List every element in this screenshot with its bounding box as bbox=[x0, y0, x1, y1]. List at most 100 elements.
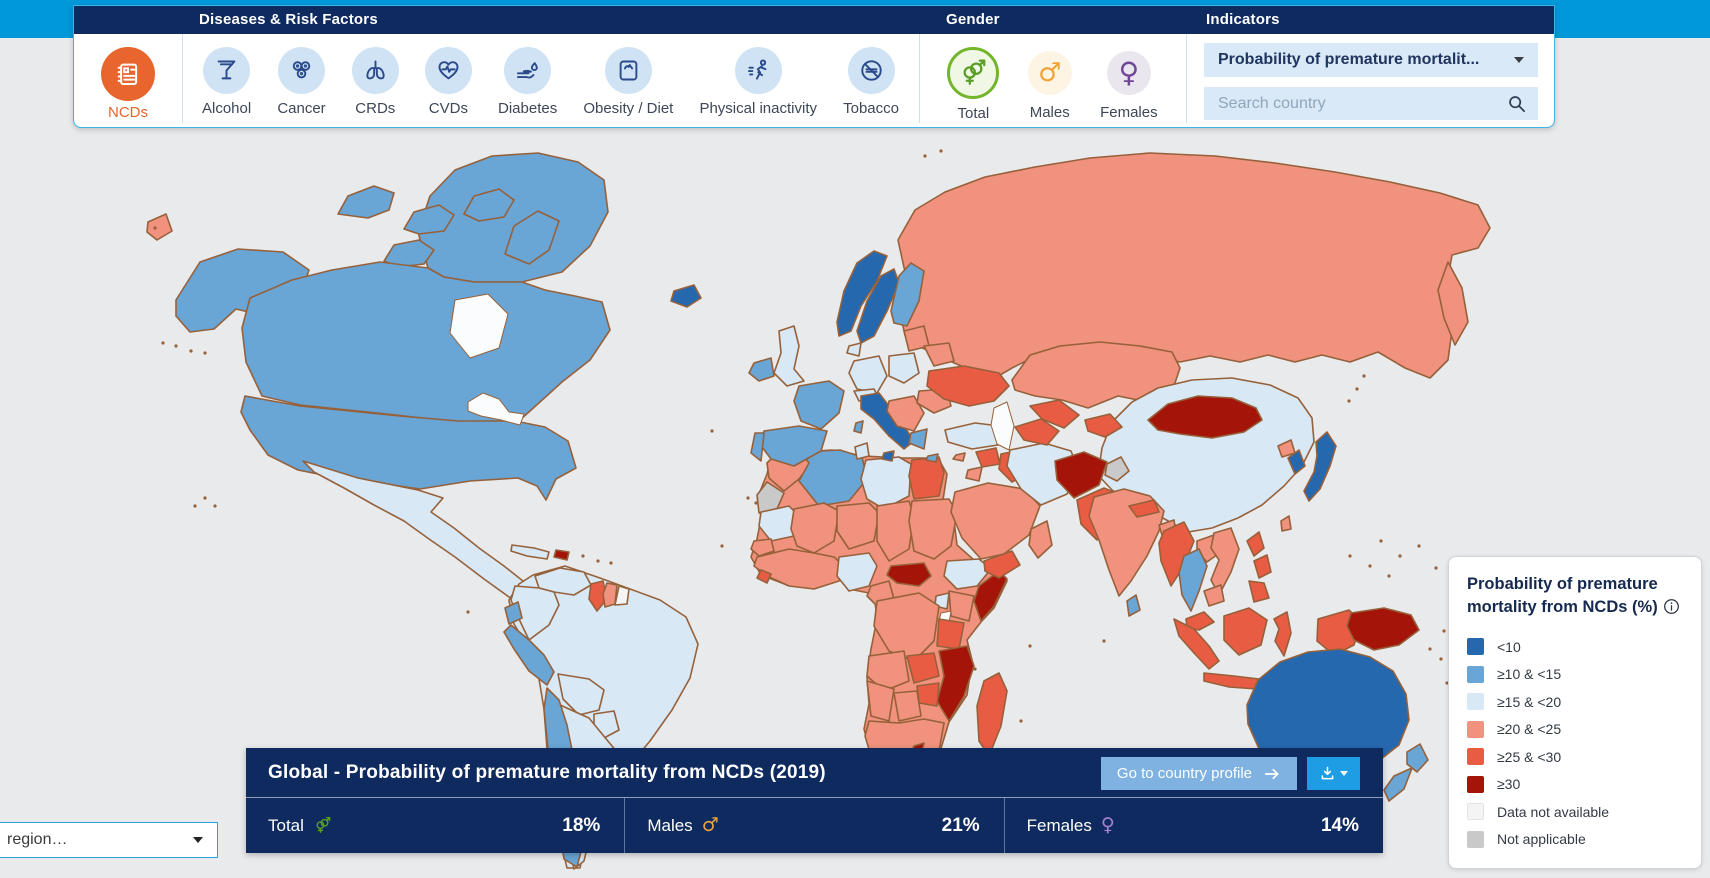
go-to-country-profile-button[interactable]: Go to country profile bbox=[1100, 757, 1297, 790]
country-mozambique[interactable] bbox=[936, 645, 975, 722]
country-niger[interactable] bbox=[836, 502, 880, 550]
country-philippines-3[interactable] bbox=[1248, 580, 1270, 603]
country-thailand[interactable] bbox=[1178, 548, 1208, 612]
country-philippines-2[interactable] bbox=[1253, 554, 1272, 579]
country-sicily[interactable] bbox=[881, 450, 895, 462]
country-denmark[interactable] bbox=[846, 342, 862, 357]
country-oman[interactable] bbox=[1028, 520, 1053, 559]
country-egypt[interactable] bbox=[908, 456, 945, 500]
country-italy[interactable] bbox=[860, 392, 915, 450]
country-namibia[interactable] bbox=[866, 680, 895, 722]
disease-item-physical-inactivity[interactable]: Physical inactivity bbox=[699, 34, 817, 117]
country-suriname[interactable] bbox=[602, 582, 618, 608]
country-canada[interactable] bbox=[241, 261, 611, 427]
disease-item-cvds[interactable]: CVDs bbox=[424, 34, 472, 117]
country-botswana[interactable] bbox=[893, 690, 922, 722]
gender-item-total[interactable]: Total bbox=[947, 34, 1000, 122]
country-papua-new-guinea[interactable] bbox=[1346, 607, 1420, 651]
country-mongolia[interactable] bbox=[1147, 395, 1263, 439]
country-peru[interactable] bbox=[503, 624, 555, 686]
country-arctic3[interactable] bbox=[463, 188, 515, 222]
indicator-dropdown[interactable]: Probability of premature mortalit... bbox=[1204, 43, 1538, 77]
country-chad[interactable] bbox=[876, 500, 915, 562]
country-kyrgyzstan[interactable] bbox=[1084, 413, 1123, 438]
country-haiti[interactable] bbox=[553, 549, 570, 561]
country-algeria[interactable] bbox=[798, 449, 868, 507]
country-norway[interactable] bbox=[836, 250, 888, 337]
country-kenya[interactable] bbox=[948, 590, 975, 622]
disease-item-crds[interactable]: CRDs bbox=[351, 34, 399, 117]
country-finland[interactable] bbox=[890, 262, 925, 327]
country-south-korea[interactable] bbox=[1287, 449, 1306, 475]
disease-item-obesity-diet[interactable]: Obesity / Diet bbox=[583, 34, 673, 117]
country-cyprus[interactable] bbox=[952, 452, 966, 462]
country-cuba[interactable] bbox=[510, 544, 550, 560]
country-japan[interactable] bbox=[1303, 431, 1337, 502]
country-sumatra[interactable] bbox=[1173, 618, 1220, 670]
download-button[interactable] bbox=[1307, 757, 1360, 790]
country-drc[interactable] bbox=[873, 592, 940, 662]
country-uk[interactable] bbox=[773, 325, 805, 387]
country-borneo[interactable] bbox=[1223, 607, 1268, 656]
country-sudan[interactable] bbox=[908, 498, 958, 560]
country-baffin[interactable] bbox=[504, 210, 560, 265]
country-jordan[interactable] bbox=[965, 466, 983, 482]
country-bolivia[interactable] bbox=[557, 673, 605, 716]
country-kashmir[interactable] bbox=[1104, 456, 1130, 482]
country-nepal[interactable] bbox=[1128, 499, 1160, 518]
country-central-african-rep[interactable] bbox=[886, 562, 932, 587]
country-belarus[interactable] bbox=[923, 342, 955, 367]
country-saudi-arabia[interactable] bbox=[950, 482, 1041, 560]
country-french-guiana[interactable] bbox=[614, 585, 630, 606]
country-arctic2[interactable] bbox=[403, 204, 455, 235]
country-yemen[interactable] bbox=[983, 550, 1021, 579]
country-ecuador[interactable] bbox=[504, 601, 523, 625]
country-new-zealand-north[interactable] bbox=[1406, 743, 1429, 773]
country-ireland[interactable] bbox=[748, 357, 775, 382]
country-france[interactable] bbox=[793, 380, 845, 430]
country-russia[interactable] bbox=[897, 152, 1491, 379]
country-myanmar[interactable] bbox=[1158, 521, 1195, 587]
country-crete[interactable] bbox=[925, 453, 939, 463]
country-new-zealand-south[interactable] bbox=[1383, 767, 1413, 802]
country-nigeria[interactable] bbox=[836, 552, 878, 592]
info-icon[interactable] bbox=[1663, 598, 1680, 622]
country-ethiopia[interactable] bbox=[943, 558, 992, 590]
disease-item-cancer[interactable]: Cancer bbox=[277, 34, 326, 117]
country-corsica[interactable] bbox=[853, 420, 864, 434]
country-sierra-leone[interactable] bbox=[756, 569, 772, 584]
country-uzbekistan[interactable] bbox=[1029, 399, 1080, 429]
country-chukotka[interactable] bbox=[146, 213, 173, 241]
search-input[interactable] bbox=[1216, 93, 1507, 114]
country-afghanistan[interactable] bbox=[1054, 451, 1108, 499]
country-taiwan[interactable] bbox=[1280, 515, 1292, 532]
country-cambodia[interactable] bbox=[1203, 584, 1225, 607]
country-ukraine[interactable] bbox=[926, 365, 1010, 407]
country-zambia[interactable] bbox=[906, 652, 940, 684]
country-turkmenistan[interactable] bbox=[1014, 418, 1060, 446]
country-greece[interactable] bbox=[908, 428, 928, 450]
country-zimbabwe[interactable] bbox=[916, 682, 940, 707]
country-iceland[interactable] bbox=[670, 284, 702, 308]
country-guyana[interactable] bbox=[588, 580, 608, 612]
disease-item-alcohol[interactable]: Alcohol bbox=[202, 34, 251, 117]
country-senegal[interactable] bbox=[750, 538, 775, 557]
country-madagascar[interactable] bbox=[976, 672, 1008, 757]
country-tanzania[interactable] bbox=[936, 618, 965, 650]
country-angola[interactable] bbox=[866, 650, 910, 692]
country-balkans[interactable] bbox=[886, 395, 925, 432]
gender-item-females[interactable]: ♀ Females bbox=[1100, 34, 1158, 121]
gender-item-males[interactable]: ♂ Males bbox=[1027, 34, 1072, 121]
country-sri-lanka[interactable] bbox=[1126, 594, 1141, 617]
ncds-item[interactable]: NCDs bbox=[101, 34, 155, 121]
country-sulawesi[interactable] bbox=[1273, 611, 1292, 657]
country-tunisia[interactable] bbox=[854, 442, 870, 460]
country-arctic1[interactable] bbox=[337, 185, 395, 219]
country-portugal[interactable] bbox=[750, 432, 765, 462]
country-poland[interactable] bbox=[888, 352, 920, 384]
disease-item-diabetes[interactable]: Diabetes bbox=[498, 34, 557, 117]
disease-item-tobacco[interactable]: Tobacco bbox=[843, 34, 899, 117]
country-philippines-1[interactable] bbox=[1246, 531, 1265, 557]
country-mali[interactable] bbox=[790, 502, 840, 554]
